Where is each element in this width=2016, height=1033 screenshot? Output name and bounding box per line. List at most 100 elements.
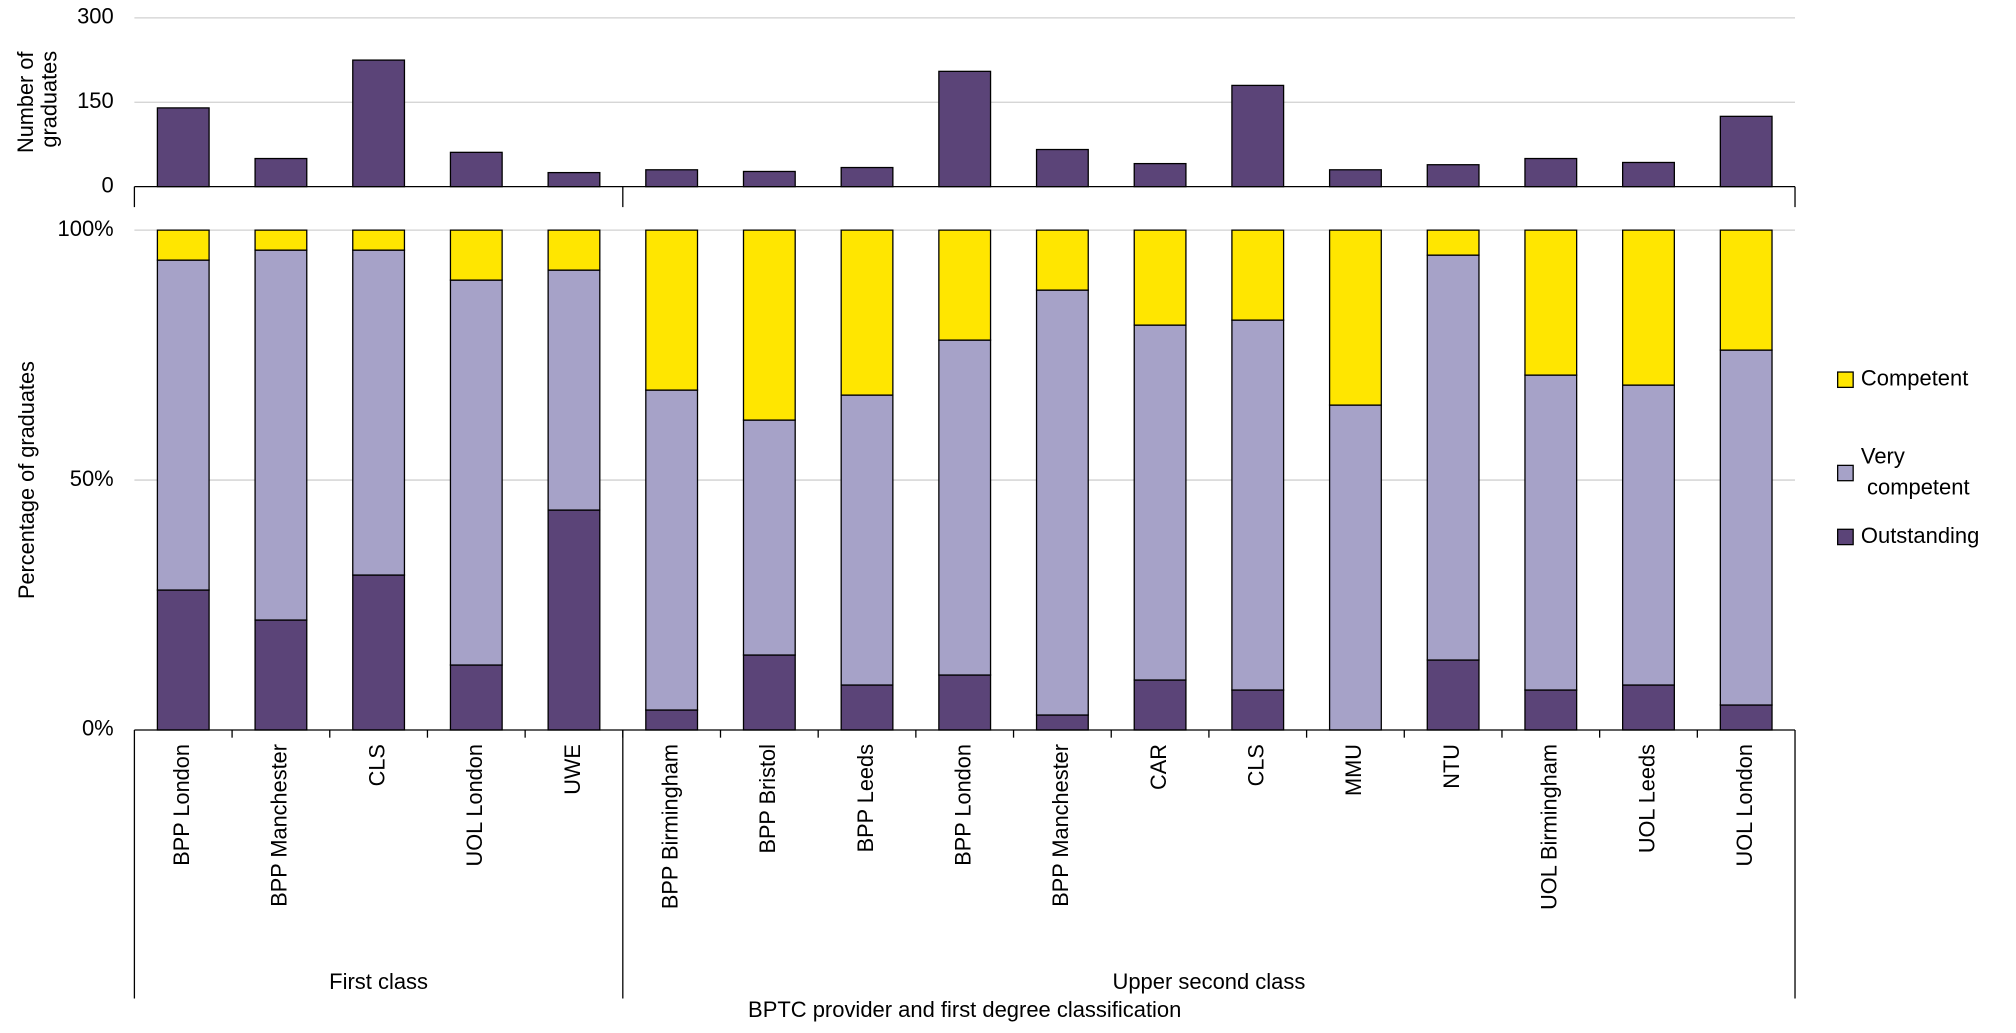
bar-segment: [156, 259, 210, 591]
bar-segment: [1035, 229, 1089, 291]
bar-segment: [1426, 229, 1480, 256]
bar: [1231, 84, 1285, 188]
bar-segment: [938, 674, 992, 731]
bar-segment: [449, 279, 503, 666]
bar-segment: [449, 664, 503, 731]
bar: [1426, 164, 1480, 188]
y-tick-label: 0: [102, 172, 114, 197]
y-tick-label: 150: [77, 88, 114, 113]
legend-swatch: [1837, 371, 1854, 389]
x-tick-label: BPP Birmingham: [657, 744, 682, 909]
x-axis-label: BPTC provider and first degree classific…: [748, 997, 1181, 1022]
bar-segment: [742, 229, 796, 421]
bar-segment: [1426, 659, 1480, 731]
bar-segment: [1719, 229, 1773, 351]
bar-segment: [938, 339, 992, 676]
x-tick-label: CLS: [364, 744, 389, 786]
y-tick-label: 100%: [58, 216, 114, 241]
bar-segment: [840, 394, 894, 686]
group-label: First class: [329, 969, 428, 994]
bar: [840, 166, 894, 188]
bar-segment: [1133, 324, 1187, 681]
x-tick-label: CAR: [1146, 744, 1171, 790]
bar: [742, 170, 796, 188]
bar-segment: [1328, 229, 1382, 406]
bar-segment: [742, 654, 796, 731]
bar-segment: [840, 684, 894, 731]
bar-segment: [1231, 229, 1285, 321]
bar: [352, 59, 406, 188]
y-axis-label: Percentage of graduates: [14, 361, 39, 599]
bar: [1621, 161, 1675, 188]
group-label: Upper second class: [1112, 969, 1305, 994]
bar-segment: [742, 419, 796, 656]
x-tick-label: UWE: [560, 744, 585, 795]
bar-segment: [352, 574, 406, 731]
bar-segment: [1719, 704, 1773, 731]
bar-segment: [938, 229, 992, 341]
bar-segment: [254, 249, 308, 621]
y-tick-label: 300: [77, 4, 114, 29]
bar: [1035, 148, 1089, 188]
x-tick-label: UOL London: [1732, 744, 1757, 866]
bar: [449, 151, 503, 188]
bar-segment: [840, 229, 894, 396]
x-tick-label: BPP Manchester: [267, 744, 292, 907]
x-tick-label: UOL Leeds: [1634, 744, 1659, 853]
bar-segment: [1524, 689, 1578, 731]
bar-segment: [1231, 689, 1285, 731]
bar-segment: [156, 589, 210, 731]
bar-segment: [1719, 349, 1773, 706]
bar-segment: [1426, 254, 1480, 661]
x-tick-label: NTU: [1439, 744, 1464, 789]
legend-label: Very competent: [1861, 444, 1970, 500]
bar-segment: [156, 229, 210, 261]
bar-segment: [547, 509, 601, 731]
bar-segment: [1621, 229, 1675, 386]
y-axis-label: Number of graduates: [13, 51, 61, 154]
legend-swatch: [1837, 464, 1854, 482]
bar-segment: [1524, 374, 1578, 691]
bar-segment: [1524, 229, 1578, 376]
bar: [547, 171, 601, 188]
bar: [1524, 157, 1578, 188]
bar: [254, 157, 308, 188]
x-tick-label: UOL Birmingham: [1536, 744, 1561, 910]
bar-segment: [645, 709, 699, 731]
bar-segment: [254, 619, 308, 731]
bar: [1328, 169, 1382, 188]
y-tick-label: 0%: [82, 716, 114, 741]
bar-segment: [1231, 319, 1285, 691]
bar-segment: [645, 229, 699, 391]
legend-label: Outstanding: [1861, 523, 1979, 548]
bar-segment: [254, 229, 308, 251]
bar: [645, 169, 699, 188]
y-tick-label: 50%: [70, 466, 114, 491]
bar-segment: [1621, 684, 1675, 731]
x-tick-label: MMU: [1341, 744, 1366, 796]
bar-segment: [1035, 714, 1089, 731]
x-tick-label: BPP London: [950, 744, 975, 866]
x-tick-label: BPP Manchester: [1048, 744, 1073, 907]
bar-segment: [449, 229, 503, 281]
x-tick-label: BPP Bristol: [755, 744, 780, 853]
bar-segment: [1035, 289, 1089, 716]
bar-segment: [645, 389, 699, 711]
x-tick-label: UOL London: [462, 744, 487, 866]
bar-segment: [1133, 679, 1187, 731]
legend-label: Competent: [1861, 366, 1968, 391]
bar: [156, 107, 210, 188]
bar-segment: [1328, 404, 1382, 731]
x-tick-label: BPP Leeds: [853, 744, 878, 852]
bar-segment: [352, 249, 406, 576]
bar-segment: [352, 229, 406, 251]
bar-segment: [547, 269, 601, 511]
x-tick-label: CLS: [1243, 744, 1268, 786]
bar-segment: [1621, 384, 1675, 686]
legend-swatch: [1837, 528, 1854, 546]
bar: [938, 70, 992, 188]
x-tick-label: BPP London: [169, 744, 194, 866]
bar: [1719, 115, 1773, 188]
